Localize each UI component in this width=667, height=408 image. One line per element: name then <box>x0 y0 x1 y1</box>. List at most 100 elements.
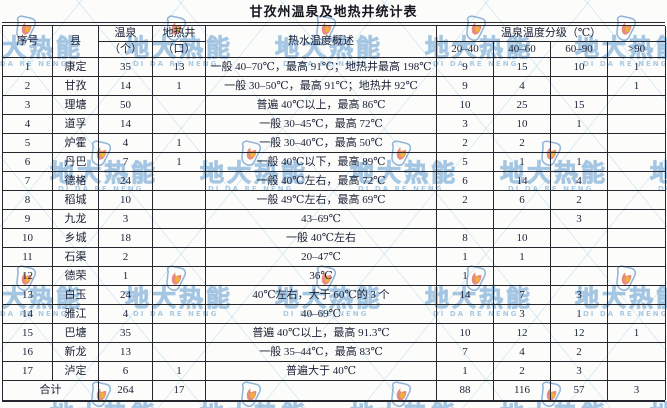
col-header-grade-gt90: >90 <box>607 41 666 58</box>
cell-county: 甘孜 <box>52 76 99 96</box>
table-row: 15 巴塘 35 普遍 40℃以上，最高 91.3℃ 10 12 12 1 <box>2 323 666 343</box>
table-row: 1 康定 35 13 一般 40–70℃，最高 91℃；地热井最高 198℃ 9… <box>2 57 666 77</box>
cell-springs-count: 4 <box>98 304 153 324</box>
cell-county: 泸定 <box>52 361 99 381</box>
cell-grade-60-90: 2 <box>550 342 608 362</box>
cell-temp-overview: 一般 40℃以下，最高 89℃ <box>205 152 437 172</box>
cell-county: 乡城 <box>52 228 99 248</box>
cell-grade-20-40: 10 <box>436 323 494 343</box>
cell-grade-gt90: 1 <box>607 76 666 96</box>
cell-grade-40-60: 2 <box>493 133 551 153</box>
cell-grade-60-90 <box>550 133 608 153</box>
cell-index: 9 <box>2 209 53 229</box>
cell-grade-gt90: 1 <box>607 323 666 343</box>
cell-temp-overview: 普遍 40℃以上，最高 91.3℃ <box>205 323 437 343</box>
cell-springs-count: 24 <box>98 285 153 305</box>
cell-grade-gt90 <box>607 95 666 115</box>
table-row: 2 甘孜 14 1 一般 30–50℃，最高 91℃；地热井 92℃ 9 4 1 <box>2 76 666 96</box>
cell-grade-60-90: 2 <box>550 190 608 210</box>
col-header-index: 序号 <box>2 26 53 58</box>
cell-county: 丹巴 <box>52 152 99 172</box>
cell-grade-40-60 <box>493 209 551 229</box>
cell-grade-40-60: 4 <box>493 342 551 362</box>
cell-grade-40-60: 14 <box>493 171 551 191</box>
cell-county: 德荣 <box>52 266 99 286</box>
cell-grade-gt90 <box>607 304 666 324</box>
total-springs: 264 <box>98 380 153 400</box>
cell-grade-40-60: 1 <box>493 247 551 267</box>
cell-springs-count: 50 <box>98 95 153 115</box>
cell-grade-20-40: 7 <box>436 342 494 362</box>
cell-grade-gt90 <box>607 171 666 191</box>
cell-grade-20-40: 6 <box>436 171 494 191</box>
cell-grade-40-60: 10 <box>493 114 551 134</box>
cell-county: 理塘 <box>52 95 99 115</box>
cell-grade-20-40: 10 <box>436 95 494 115</box>
cell-grade-gt90 <box>607 361 666 381</box>
cell-wells-count <box>152 266 206 286</box>
cell-springs-count: 1 <box>98 266 153 286</box>
cell-springs-count: 3 <box>98 209 153 229</box>
watermark-brand-text: 地大热能 <box>50 401 158 408</box>
cell-grade-40-60: 7 <box>493 285 551 305</box>
cell-index: 7 <box>2 171 53 191</box>
table-row: 14 雅江 4 40–69℃ 3 1 <box>2 304 666 324</box>
cell-grade-20-40: 1 <box>436 247 494 267</box>
cell-wells-count <box>152 228 206 248</box>
cell-temp-overview: 36℃ <box>205 266 437 286</box>
cell-grade-gt90 <box>607 285 666 305</box>
cell-grade-40-60: 1 <box>493 152 551 172</box>
cell-grade-60-90: 3 <box>550 209 608 229</box>
cell-grade-20-40: 1 <box>436 266 494 286</box>
table-row: 8 稻城 10 一般 49℃左右，最高 69℃ 2 6 2 <box>2 190 666 210</box>
cell-grade-40-60: 2 <box>493 361 551 381</box>
cell-index: 10 <box>2 228 53 248</box>
cell-grade-60-90: 12 <box>550 323 608 343</box>
cell-county: 德格 <box>52 171 99 191</box>
cell-county: 雅江 <box>52 304 99 324</box>
cell-index: 4 <box>2 114 53 134</box>
total-row: 合计 264 17 88 116 57 3 <box>2 380 666 400</box>
total-grade-20-40: 88 <box>436 380 494 400</box>
cell-springs-count: 14 <box>98 114 153 134</box>
table-row: 5 炉霍 4 1 一般 30–40℃，最高 50℃ 2 2 <box>2 133 666 153</box>
cell-index: 14 <box>2 304 53 324</box>
table-row: 13 白玉 24 40℃左右，大于 60℃的 3 个 14 7 3 <box>2 285 666 305</box>
cell-grade-20-40: 14 <box>436 285 494 305</box>
table-header: 序号 县 温泉 地热井 热水温度概述 温泉温度分级（℃） （个） （口） 20–… <box>2 26 666 58</box>
cell-index: 12 <box>2 266 53 286</box>
col-header-overview: 热水温度概述 <box>205 26 437 58</box>
cell-temp-overview: 一般 30–50℃，最高 91℃；地热井 92℃ <box>205 76 437 96</box>
cell-wells-count <box>152 114 206 134</box>
cell-grade-60-90: 10 <box>550 57 608 77</box>
table-row: 12 德荣 1 36℃ 1 <box>2 266 666 286</box>
cell-temp-overview: 一般 40–70℃，最高 91℃；地热井最高 198℃ <box>205 57 437 77</box>
cell-grade-60-90: 3 <box>550 285 608 305</box>
cell-grade-20-40: 9 <box>436 57 494 77</box>
cell-grade-gt90: 1 <box>607 57 666 77</box>
cell-springs-count: 7 <box>98 152 153 172</box>
table-row: 7 德格 24 一般 40℃左右，最高 72℃ 6 14 4 <box>2 171 666 191</box>
hot-springs-stats-table: 序号 县 温泉 地热井 热水温度概述 温泉温度分级（℃） （个） （口） 20–… <box>2 26 666 400</box>
cell-temp-overview: 普遍 40℃以上，最高 86℃ <box>205 95 437 115</box>
cell-springs-count: 14 <box>98 76 153 96</box>
cell-wells-count: 13 <box>152 57 206 77</box>
cell-grade-20-40: 3 <box>436 114 494 134</box>
col-header-wells: 地热井 <box>152 26 206 42</box>
cell-wells-count <box>152 209 206 229</box>
cell-grade-40-60: 25 <box>493 95 551 115</box>
watermark-brand-text: 地大热能 <box>200 401 308 408</box>
watermark-brand-text: 地大热能 <box>500 401 608 408</box>
cell-grade-20-40: 9 <box>436 76 494 96</box>
cell-county: 巴塘 <box>52 323 99 343</box>
cell-springs-count: 13 <box>98 342 153 362</box>
col-header-springs: 温泉 <box>98 26 153 42</box>
cell-grade-20-40: 8 <box>436 228 494 248</box>
cell-temp-overview: 43–69℃ <box>205 209 437 229</box>
cell-grade-20-40 <box>436 304 494 324</box>
cell-springs-count: 10 <box>98 190 153 210</box>
col-header-temp-grading: 温泉温度分级（℃） <box>436 26 666 42</box>
cell-springs-count: 4 <box>98 133 153 153</box>
table-row: 10 乡城 18 一般 40℃左右 8 10 <box>2 228 666 248</box>
